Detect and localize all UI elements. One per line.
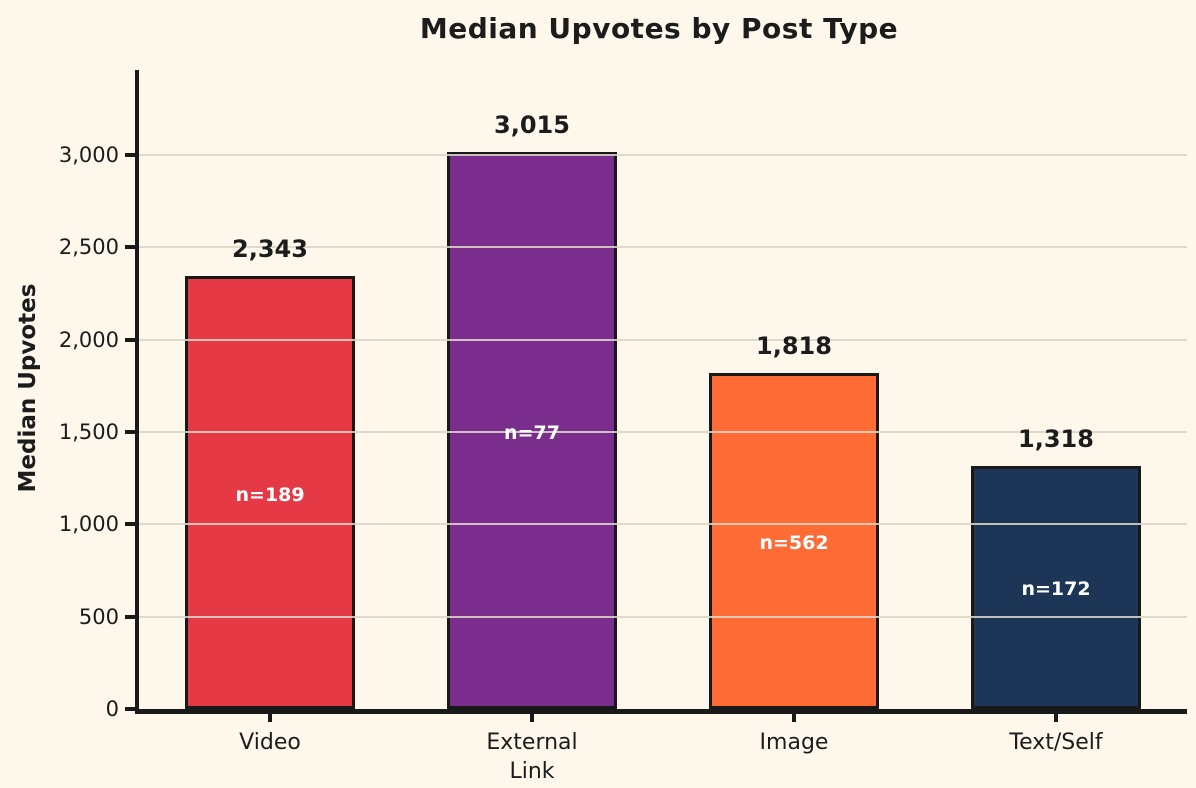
x-tick-mark [1054, 714, 1058, 722]
bar-sample-size-label: n=189 [235, 483, 305, 506]
bar-video [185, 276, 355, 709]
x-tick-label: Image [759, 730, 829, 755]
y-tick-label: 2,000 [58, 327, 119, 352]
bar-image [709, 373, 879, 709]
bar-sample-size-label: n=77 [504, 421, 560, 444]
y-tick-mark [125, 152, 135, 157]
bar-value-label: 1,318 [1018, 424, 1094, 453]
y-tick-mark [125, 429, 135, 434]
y-tick-label: 1,000 [58, 512, 119, 537]
y-tick-label: 500 [78, 604, 119, 629]
y-axis-title: Median Upvotes [15, 283, 41, 493]
y-tick-mark [125, 337, 135, 342]
bar-value-label: 2,343 [232, 235, 308, 264]
bar-text-self [971, 465, 1141, 709]
x-tick-label: Text/Self [1009, 730, 1103, 755]
bar-sample-size-label: n=172 [1021, 578, 1091, 601]
x-tick-mark [530, 714, 534, 722]
chart-title: Median Upvotes by Post Type [419, 12, 899, 45]
plot-area: 0 500 1,000 1,500 2,000 2,500 3,000 2,343 n=189 V… [59, 70, 1187, 784]
x-tick-label: Video [239, 730, 301, 755]
bar-sample-size-label: n=562 [759, 532, 829, 555]
gridline [139, 153, 1187, 156]
bar-value-label: 3,015 [494, 111, 570, 140]
y-tick-label: 2,500 [58, 235, 119, 260]
y-tick-mark [125, 707, 135, 711]
y-tick-mark [125, 245, 135, 250]
x-tick-label: External Link [486, 730, 578, 784]
y-tick-label: 0 [105, 697, 119, 721]
bar-value-label: 1,818 [756, 332, 832, 361]
y-tick-label: 3,000 [58, 142, 119, 167]
x-tick-mark [792, 714, 796, 722]
y-tick-mark [125, 614, 135, 619]
y-tick-label: 1,500 [58, 419, 119, 444]
y-tick-mark [125, 522, 135, 527]
x-tick-mark [268, 714, 272, 722]
